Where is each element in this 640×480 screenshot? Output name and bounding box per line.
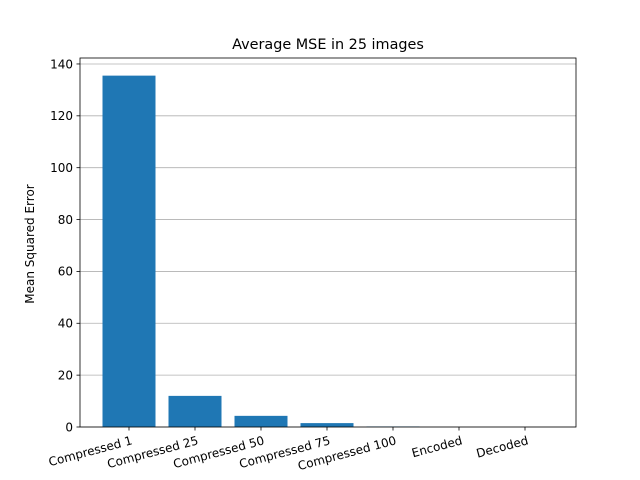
axes-frame [79, 57, 577, 428]
gridlines [80, 63, 576, 428]
bars [102, 75, 420, 427]
plot-border [79, 57, 577, 428]
bar [168, 395, 222, 427]
bar [102, 75, 156, 427]
y-tick-label: 100 [50, 161, 73, 175]
y-tick-label: 40 [58, 317, 73, 331]
chart-title: Average MSE in 25 images [232, 37, 424, 53]
y-tick-label: 80 [58, 213, 73, 227]
bar [234, 415, 288, 427]
y-tick-label: 20 [58, 368, 73, 382]
y-tick-label: 140 [50, 57, 73, 71]
y-axis-ticks: 0 20 40 60 80 100 120 140 [50, 57, 80, 434]
y-tick-label: 0 [65, 420, 73, 434]
bar [300, 423, 354, 427]
y-tick-label: 60 [58, 265, 73, 279]
y-tick-label: 120 [50, 109, 73, 123]
y-axis-label: Mean Squared Error [23, 184, 37, 304]
